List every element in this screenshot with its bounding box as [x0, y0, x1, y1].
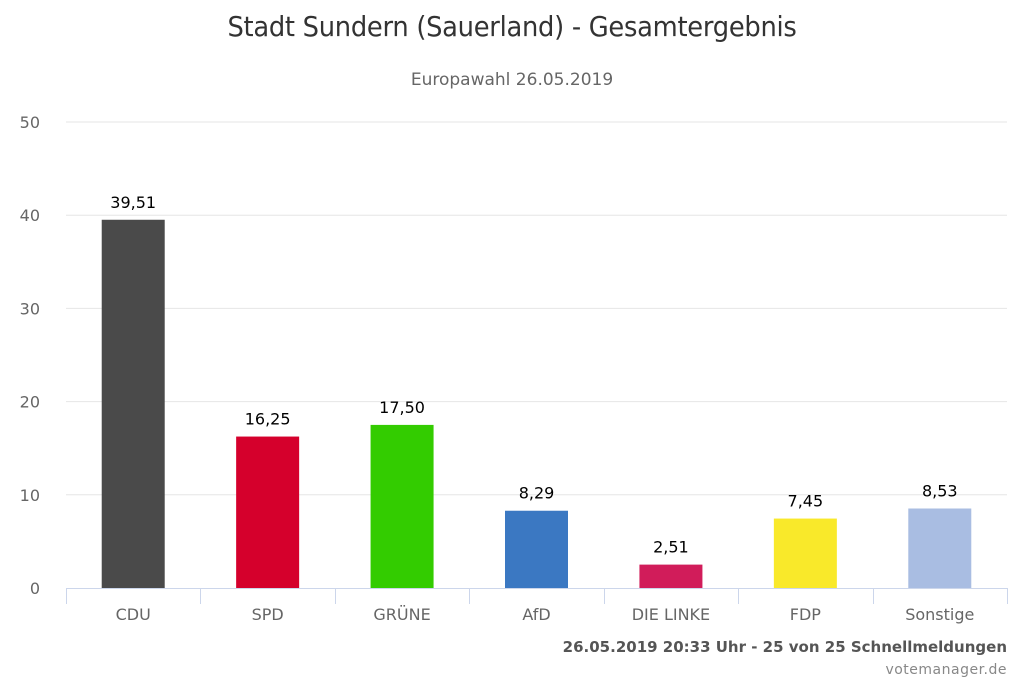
- x-category-label: Sonstige: [905, 605, 974, 624]
- x-category-label: FDP: [790, 605, 822, 624]
- y-tick-label: 50: [20, 113, 40, 132]
- y-tick-label: 10: [20, 486, 40, 505]
- chart-subtitle: Europawahl 26.05.2019: [410, 70, 614, 90]
- x-category-label: GRÜNE: [373, 605, 430, 624]
- y-tick-label: 30: [20, 299, 40, 318]
- bars: [101, 219, 972, 589]
- bar-sonstige[interactable]: [908, 508, 972, 588]
- data-label: 39,51: [110, 193, 156, 212]
- data-label: 8,53: [922, 482, 958, 501]
- y-tick-label: 20: [20, 393, 40, 412]
- x-category-label: AfD: [522, 605, 550, 624]
- bar-spd[interactable]: [236, 436, 300, 588]
- data-label: 7,45: [788, 492, 824, 511]
- bar-grüne[interactable]: [370, 424, 434, 588]
- bar-afd[interactable]: [505, 510, 568, 588]
- y-axis: 0 10 20 30 40 50: [20, 113, 40, 598]
- x-axis: CDU SPD GRÜNE AfD DIE LINKE FDP Sonstige: [66, 588, 1008, 624]
- data-label: 16,25: [245, 410, 291, 429]
- data-label: 2,51: [653, 538, 689, 557]
- bar-fdp[interactable]: [773, 518, 837, 588]
- gridlines: [66, 121, 1007, 496]
- x-category-label: DIE LINKE: [632, 605, 710, 624]
- x-category-label: SPD: [252, 605, 284, 624]
- credits-timestamp: 26.05.2019 20:33 Uhr - 25 von 25 Schnell…: [562, 638, 1007, 656]
- bar-cdu[interactable]: [101, 219, 165, 589]
- y-tick-label: 0: [30, 579, 40, 598]
- bar-die-linke[interactable]: [639, 564, 703, 588]
- data-label: 17,50: [379, 398, 425, 417]
- credits-source-link[interactable]: votemanager.de: [885, 662, 1007, 678]
- data-labels: 39,51 16,25 17,50 8,29 2,51 7,45 8,53: [110, 193, 957, 557]
- data-label: 8,29: [519, 484, 555, 503]
- chart-title: Stadt Sundern (Sauerland) - Gesamtergebn…: [227, 10, 797, 43]
- y-tick-label: 40: [20, 206, 40, 225]
- x-category-label: CDU: [116, 605, 151, 624]
